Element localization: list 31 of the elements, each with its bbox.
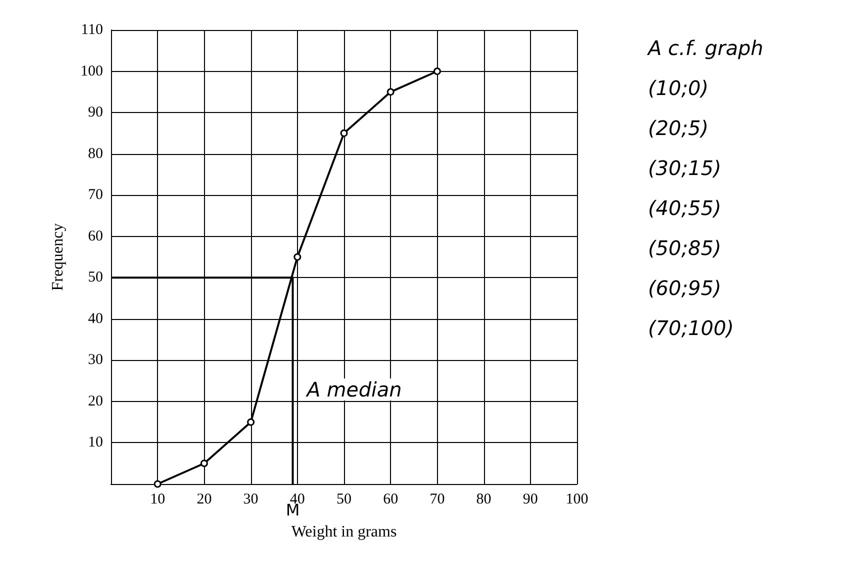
x-tick-label: 80 xyxy=(476,492,492,508)
y-tick-label: 70 xyxy=(88,187,103,204)
x-tick-label: 70 xyxy=(430,492,445,508)
x-tick-label: 90 xyxy=(522,492,538,508)
x-tick-label: 10 xyxy=(150,492,166,508)
text: (20;5) xyxy=(648,116,709,140)
y-tick-label: 40 xyxy=(88,310,103,327)
text: (50;85) xyxy=(648,236,722,260)
x-tick-label: 60 xyxy=(383,492,398,508)
y-tick-label: 20 xyxy=(88,393,103,410)
y-tick-label: 100 xyxy=(80,63,103,80)
text: (30;15) xyxy=(648,156,722,180)
y-tick-label: 90 xyxy=(88,104,103,121)
y-tick-label: 50 xyxy=(88,270,103,286)
y-tick-label: 10 xyxy=(88,434,103,451)
y-tick-label: 30 xyxy=(88,352,103,368)
text: (10;0) xyxy=(648,76,709,100)
annotation: A median xyxy=(304,377,402,402)
y-axis-title: Frequency xyxy=(50,223,66,291)
x-tick-label: 30 xyxy=(243,492,258,508)
x-tick-label: 50 xyxy=(336,492,352,508)
x-tick-label: 20 xyxy=(196,492,212,508)
x-tick-label: 100 xyxy=(566,492,588,508)
y-tick-label: 60 xyxy=(88,228,103,244)
text: A c.f. graph xyxy=(646,36,764,60)
x-axis-title: Weight in grams xyxy=(291,524,397,540)
text: (60;95) xyxy=(648,276,722,300)
y-tick-label: 110 xyxy=(81,22,103,38)
text: (40;55) xyxy=(648,196,722,220)
text: (70;100) xyxy=(648,316,734,340)
y-tick-label: 80 xyxy=(88,146,103,162)
